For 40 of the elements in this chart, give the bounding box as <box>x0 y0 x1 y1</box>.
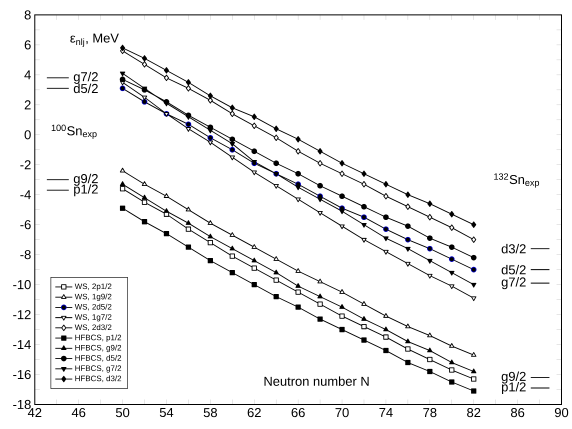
series-label: p1/2 <box>502 382 526 394</box>
series-label: g7/2 <box>502 276 526 289</box>
y-tick-label: 4 <box>24 70 31 80</box>
x-tick-label: 62 <box>248 408 261 417</box>
y-axis-title: ε$_{nlj}$, MeV <box>70 33 119 47</box>
y-tick-label: -18 <box>13 400 31 409</box>
series-label: g9/2 <box>74 174 98 186</box>
x-axis-title: Neutron number N <box>264 376 369 386</box>
x-tick-label: 66 <box>292 408 305 417</box>
y-tick-label: -4 <box>20 190 31 200</box>
annotation: $^{100}$Sn$_{exp}$ <box>52 124 97 139</box>
x-tick-label: 58 <box>204 408 217 417</box>
x-tick-label: 42 <box>28 408 42 417</box>
y-tick-label: -2 <box>20 160 31 170</box>
y-tick-label: 8 <box>24 10 31 20</box>
y-tick-label: 2 <box>24 100 31 110</box>
series-label: d5/2 <box>502 264 526 274</box>
series-label: d3/2 <box>502 244 526 254</box>
x-tick-label: 46 <box>72 408 86 417</box>
x-tick-label: 90 <box>554 408 568 417</box>
x-tick-label: 74 <box>379 408 393 417</box>
x-tick-label: 50 <box>116 408 130 417</box>
y-tick-label: -14 <box>13 340 31 349</box>
series-label: p1/2 <box>74 184 98 196</box>
x-tick-label: 86 <box>510 408 524 417</box>
y-tick-label: -10 <box>13 280 31 290</box>
series-label: d5/2 <box>74 83 98 93</box>
y-tick-label: -6 <box>20 220 31 230</box>
series-label: g9/2 <box>502 371 526 384</box>
y-tick-label: -12 <box>13 310 31 319</box>
annotation: $^{132}$Sn$_{exp}$ <box>494 173 540 188</box>
series-label: g7/2 <box>74 72 98 84</box>
x-tick-label: 70 <box>336 408 349 417</box>
y-tick-label: 0 <box>24 130 31 140</box>
y-tick-label: -8 <box>20 250 31 260</box>
x-tick-label: 78 <box>423 408 436 417</box>
y-tick-label: -16 <box>13 370 31 379</box>
x-tick-label: 54 <box>160 408 174 417</box>
y-tick-label: 6 <box>24 40 31 50</box>
x-tick-label: 82 <box>467 408 480 417</box>
